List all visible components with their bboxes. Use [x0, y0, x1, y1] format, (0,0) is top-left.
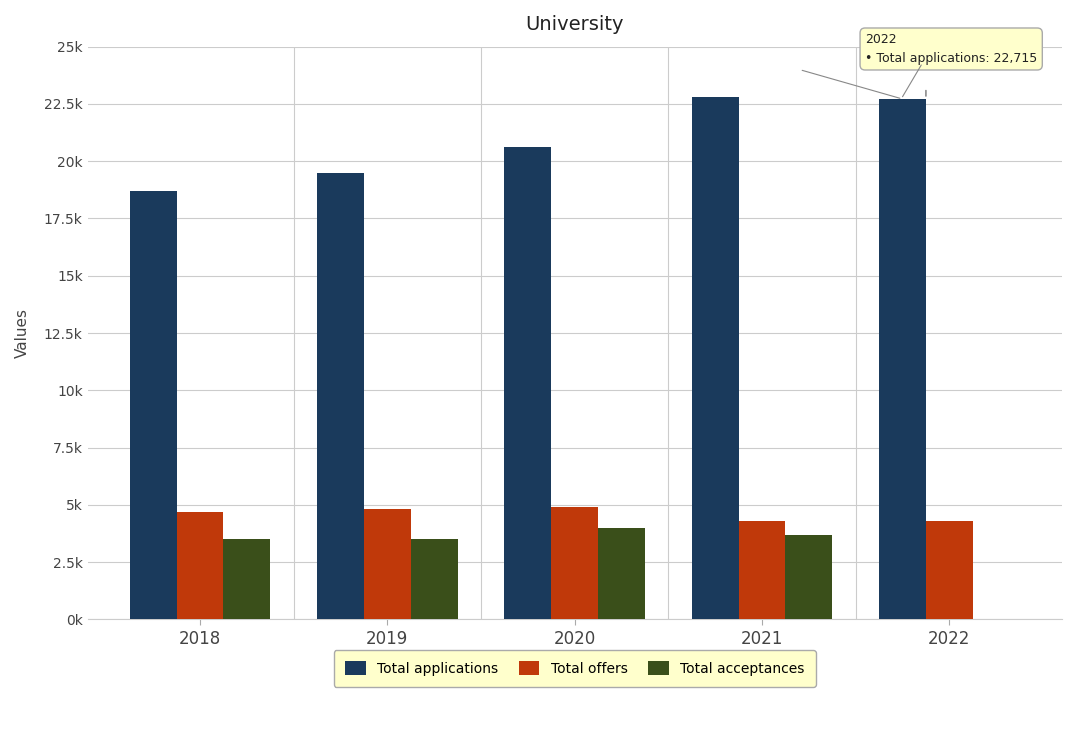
Bar — [879, 99, 926, 619]
Y-axis label: Values: Values — [15, 308, 30, 358]
Legend: Total applications, Total offers, Total acceptances: Total applications, Total offers, Total … — [334, 650, 815, 686]
Bar — [785, 535, 833, 619]
Bar — [364, 509, 410, 619]
Bar — [410, 539, 458, 619]
Text: 2022
• Total applications: 22,715: 2022 • Total applications: 22,715 — [865, 33, 1037, 65]
Bar — [926, 521, 973, 619]
Bar — [130, 191, 177, 619]
Bar — [504, 147, 551, 619]
Bar — [551, 507, 598, 619]
Bar — [739, 521, 785, 619]
Title: University: University — [526, 15, 624, 34]
Bar — [318, 173, 364, 619]
Bar — [177, 512, 224, 619]
Bar — [692, 97, 739, 619]
Bar — [224, 539, 270, 619]
Bar — [598, 527, 645, 619]
